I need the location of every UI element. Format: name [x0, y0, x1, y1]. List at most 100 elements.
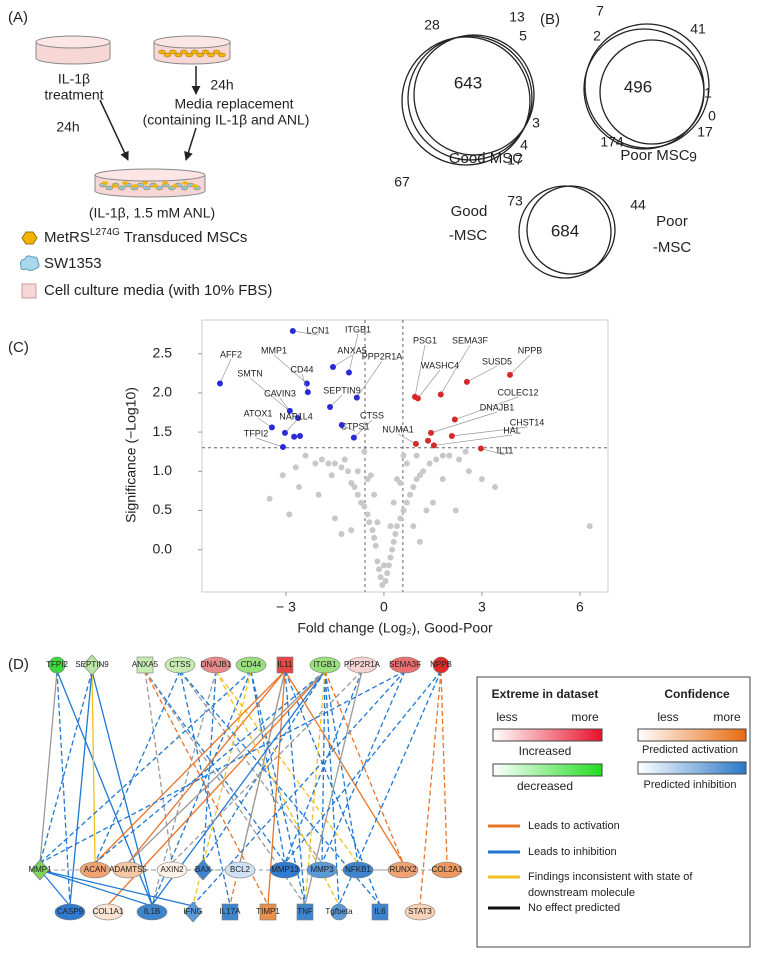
point-label: CTSS [360, 410, 384, 420]
x-tick-label: 6 [576, 599, 584, 615]
venn-label: Poor [656, 213, 688, 230]
point [478, 476, 485, 483]
legend-text: SW1353 [44, 255, 102, 272]
point-label: NUMA1 [382, 424, 414, 434]
node-label: NFKB1 [345, 865, 371, 874]
network-edge [179, 670, 323, 864]
leader-line [356, 360, 383, 398]
network-edge [171, 670, 363, 864]
network-node: DNAJB1 [201, 656, 232, 674]
label: Media replacement [174, 96, 293, 112]
petri-dish [35, 35, 111, 65]
point [586, 523, 593, 530]
point-label: COLEC12 [497, 387, 538, 397]
cell [155, 185, 164, 191]
network-edge [284, 670, 442, 864]
network-node: MMP13 [269, 861, 301, 879]
network-edge [39, 670, 406, 864]
point [348, 527, 355, 534]
point-label: LCN1 [306, 325, 329, 335]
point [456, 456, 463, 463]
venn-circle [407, 35, 533, 161]
cell [201, 49, 210, 55]
label: less [496, 710, 517, 724]
point [448, 433, 455, 440]
point-label: DNAJB1 [480, 402, 515, 412]
label: Predicted inhibition [644, 779, 737, 791]
legend-title: Confidence [664, 687, 730, 701]
node-shape [48, 656, 66, 674]
point [412, 440, 419, 447]
venn-count: 13 [509, 9, 525, 25]
point [296, 483, 303, 490]
node-label: STAT3 [408, 907, 432, 916]
plot-frame [201, 319, 609, 593]
cell [122, 181, 128, 185]
point [366, 519, 373, 526]
label: more [713, 710, 741, 724]
point [465, 468, 472, 475]
leader-line [332, 354, 353, 368]
point [341, 456, 348, 463]
leader-line [433, 434, 513, 446]
leader-line [301, 373, 309, 393]
network-edge [127, 670, 286, 864]
node-label: IL11 [278, 660, 294, 669]
point [410, 523, 417, 530]
network-node: TNF [296, 903, 314, 921]
label: more [571, 710, 599, 724]
point [423, 507, 430, 514]
point [371, 491, 378, 498]
venn-count: 7 [596, 3, 604, 19]
node-label: MMP1 [28, 865, 52, 874]
point [369, 527, 376, 534]
node-label: CD44 [241, 660, 262, 669]
network-edge [284, 670, 363, 864]
point [302, 452, 309, 459]
venn-count: 17 [507, 152, 523, 168]
point [403, 499, 410, 506]
network-edge [91, 670, 96, 864]
point [345, 468, 352, 475]
arrow [184, 127, 197, 161]
node-label: ACAN [84, 865, 106, 874]
venn-circle [584, 23, 710, 149]
node-shape [330, 903, 348, 921]
point [462, 448, 469, 455]
network-node: SEMA3F [389, 656, 421, 674]
network-edge [69, 670, 93, 906]
node-label: Tgfbeta [325, 907, 353, 916]
node-shape [309, 656, 341, 674]
label: decreased [517, 779, 573, 793]
cell [169, 49, 177, 55]
node-shape [432, 656, 450, 674]
legend-text: Leads to inhibition [528, 846, 617, 858]
y-tick-label: 0.5 [153, 501, 173, 517]
legend-title: Extreme in dataset [492, 687, 599, 701]
venn-count: 1 [704, 85, 712, 101]
network-edge [202, 670, 217, 864]
point [338, 464, 345, 471]
label: (containing IL-1β and ANL) [143, 112, 310, 128]
point [291, 433, 298, 440]
point [372, 542, 379, 549]
point [410, 483, 417, 490]
node-label: TIMP1 [256, 907, 280, 916]
label: (IL-1β, 1.5 mM ANL) [89, 205, 215, 221]
label: 24h [56, 119, 79, 135]
network-edge [39, 869, 71, 907]
point-label: HAL [503, 425, 521, 435]
point [451, 416, 458, 423]
node-shape [276, 656, 294, 674]
network-edge [267, 670, 286, 906]
point [403, 460, 410, 467]
venn-label: Poor MSC [620, 147, 689, 164]
point [390, 499, 397, 506]
venn-circle [413, 34, 535, 156]
point [390, 538, 397, 545]
network-edge [250, 670, 286, 864]
network-node: IL17A [220, 903, 241, 921]
point [268, 424, 275, 431]
point [439, 476, 446, 483]
venn-count: 5 [519, 28, 527, 44]
